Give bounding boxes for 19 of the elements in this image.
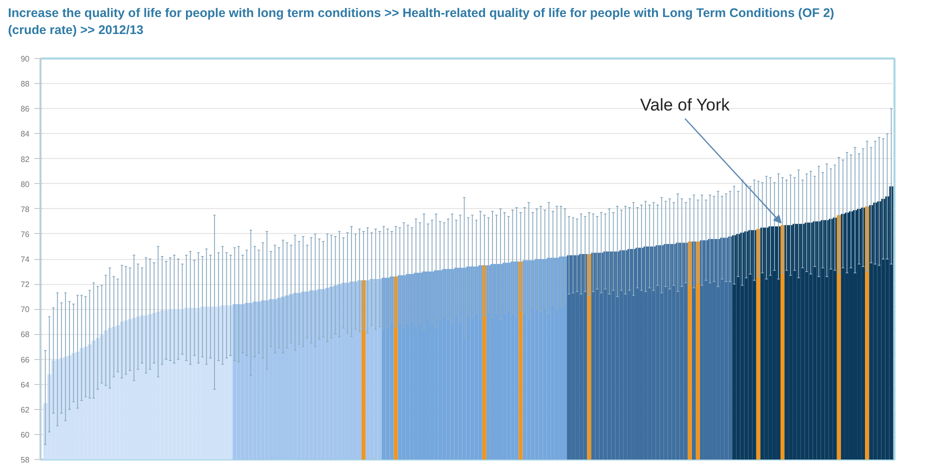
y-tick-label: 90 (20, 54, 30, 64)
y-tick-label: 70 (20, 305, 30, 314)
y-tick-label: 82 (20, 154, 30, 164)
y-tick-label: 80 (20, 180, 30, 189)
y-tick-label: 74 (20, 255, 30, 264)
y-tick-label: 84 (20, 130, 30, 139)
annotation: Vale of York (640, 96, 730, 115)
y-tick-label: 58 (20, 456, 30, 464)
y-tick-label: 68 (20, 330, 30, 340)
y-tick-label: 60 (20, 430, 30, 440)
chart-title: Increase the quality of life for people with long term conditions >> Health-related quality of life for people with Long Term Conditions (OF 2) (crude rate) >> 2012/13 (8, 5, 836, 39)
y-tick-label: 62 (20, 405, 30, 414)
y-tick-label: 76 (20, 230, 30, 239)
y-tick-label: 86 (20, 104, 30, 114)
y-tick-label: 72 (20, 280, 30, 290)
y-tick-label: 66 (20, 355, 30, 364)
y-tick-label: 64 (20, 380, 30, 390)
y-tick-label: 88 (20, 80, 30, 89)
y-tick-label: 78 (20, 204, 30, 214)
